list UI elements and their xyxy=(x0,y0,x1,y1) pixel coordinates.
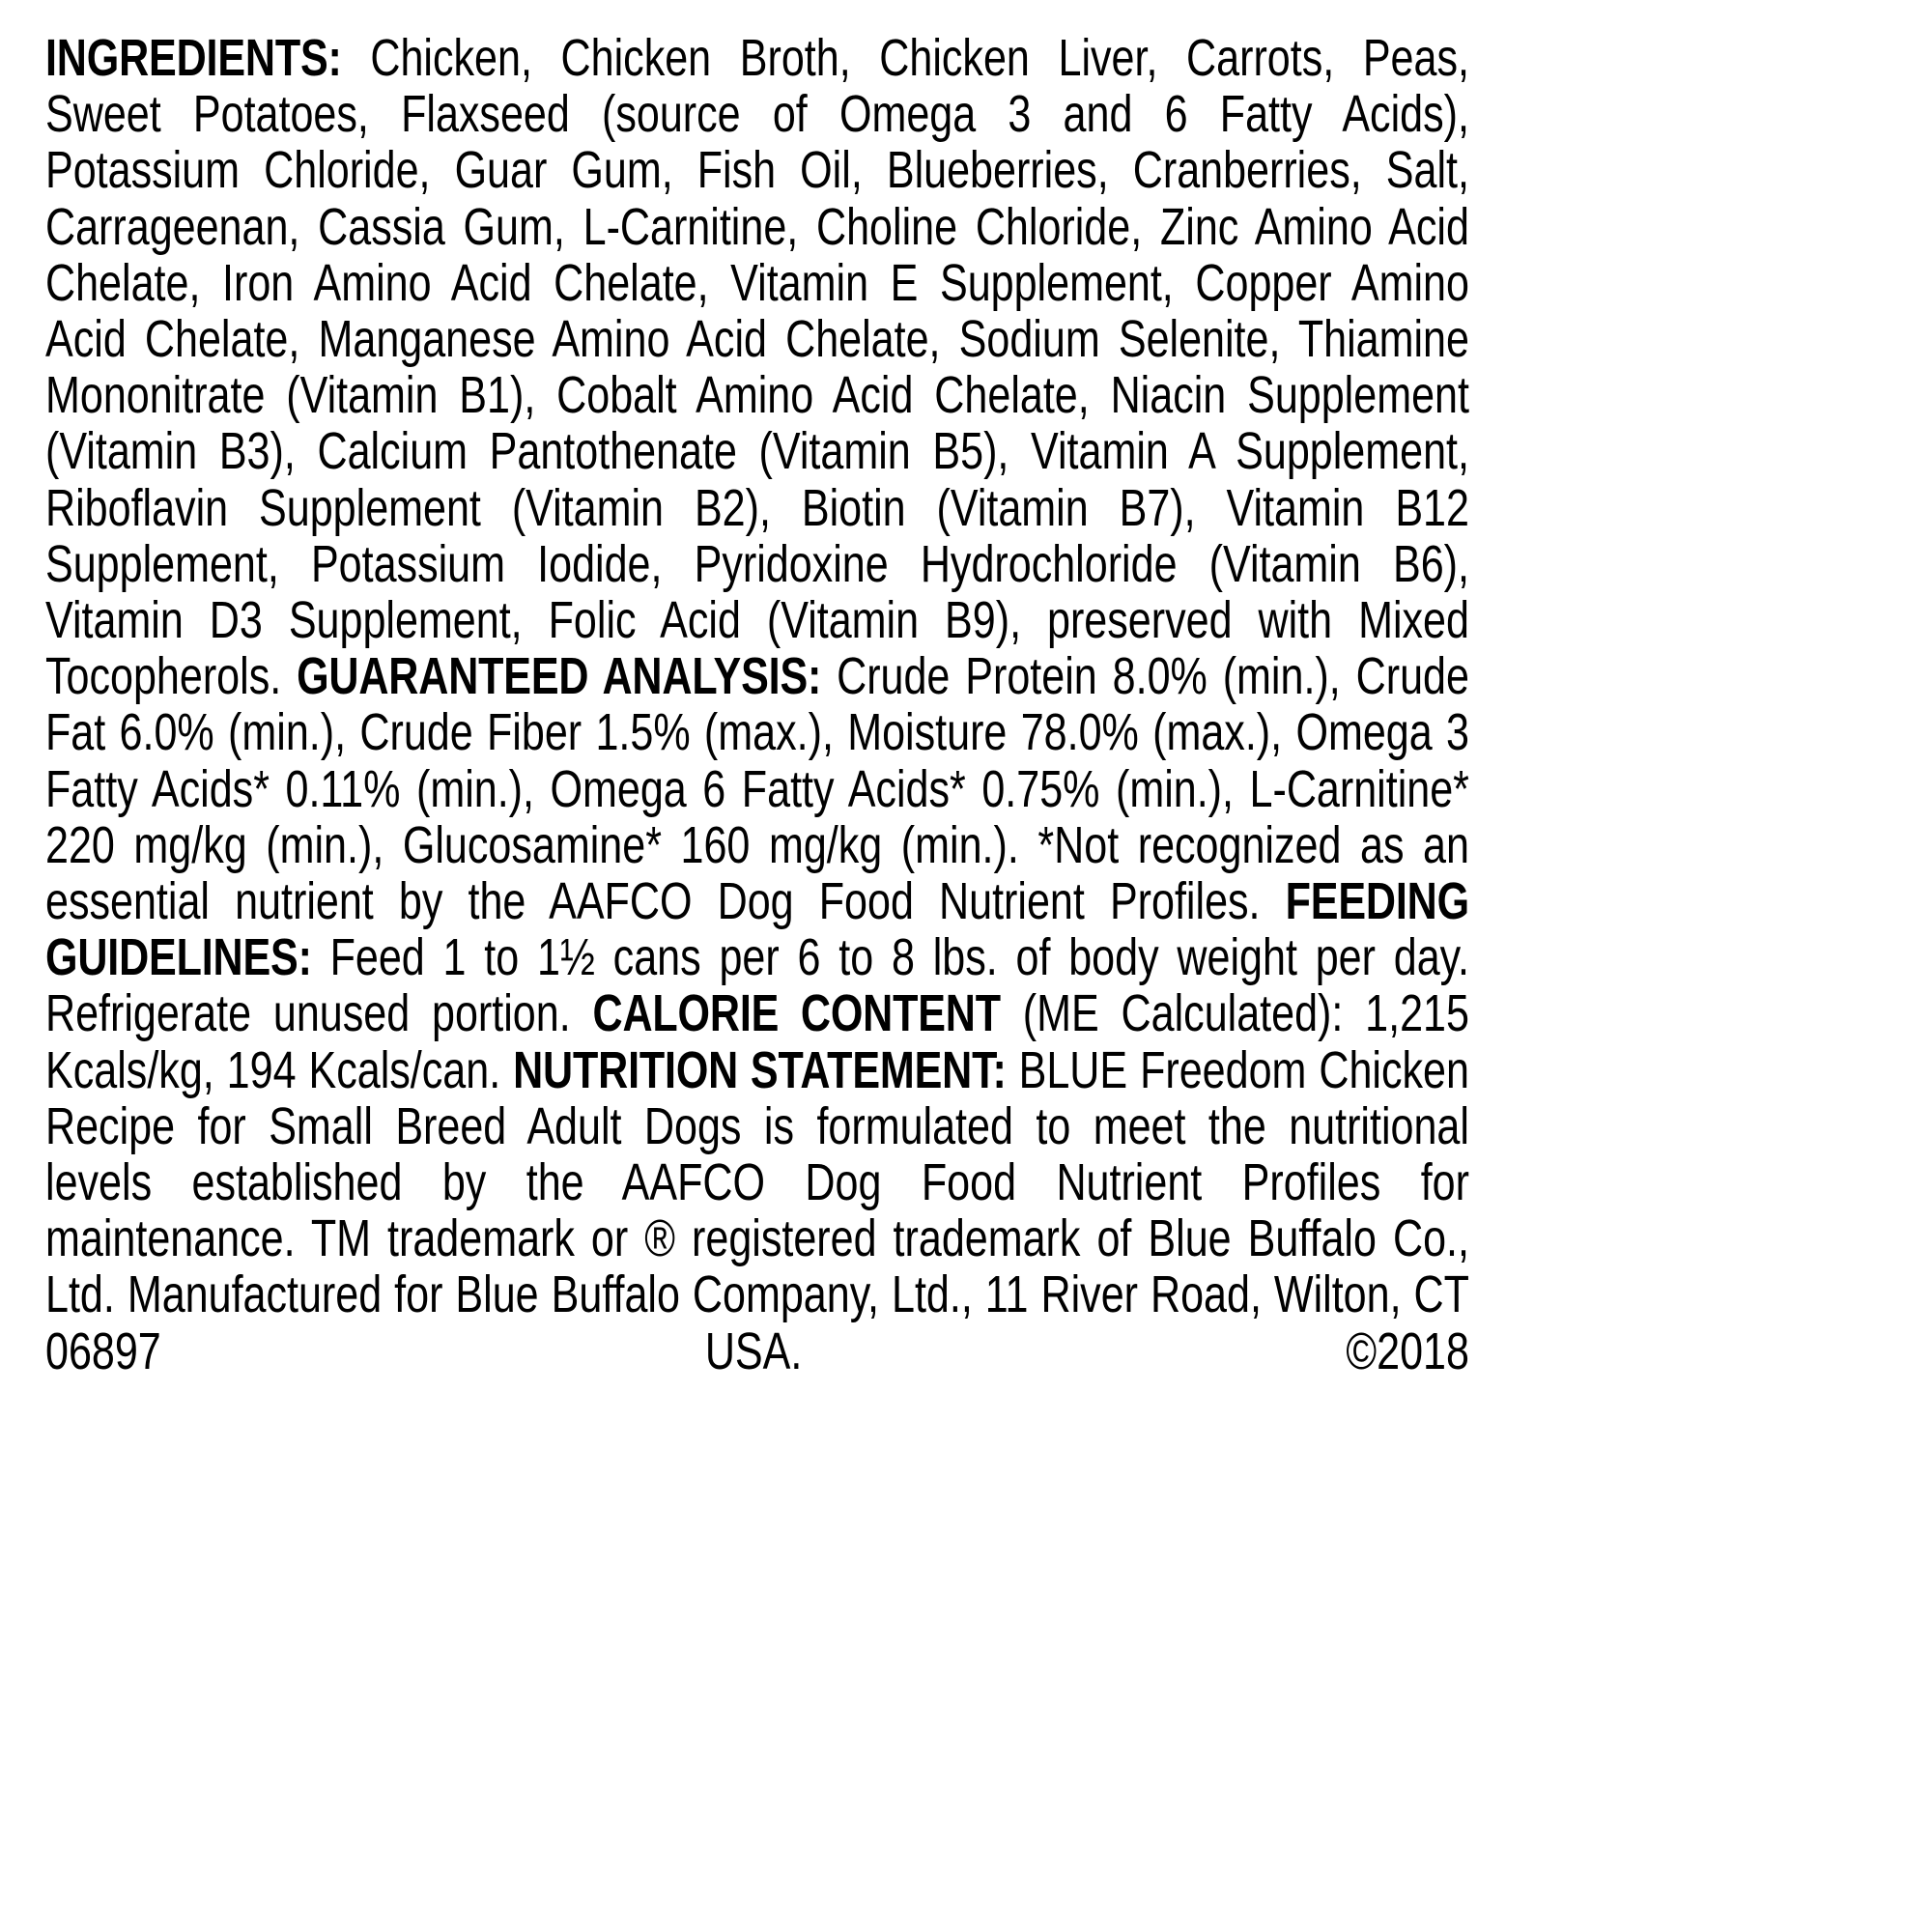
ingredients-heading: INGREDIENTS: xyxy=(45,30,342,87)
nutrition-statement-heading: NUTRITION STATEMENT: xyxy=(513,1041,1007,1099)
nutrition-statement-body: BLUE Freedom Chicken Recipe for Small Br… xyxy=(45,1041,1469,1380)
feeding-guidelines-heading: FEEDING GUIDELINES: xyxy=(45,873,1469,987)
guaranteed-analysis-heading: GUARANTEED ANALYSIS: xyxy=(297,648,822,706)
label-body-text: INGREDIENTS: Chicken, Chicken Broth, Chi… xyxy=(45,30,1469,1436)
ingredients-body: Chicken, Chicken Broth, Chicken Liver, C… xyxy=(45,30,1469,706)
calorie-content-heading: CALORIE CONTENT xyxy=(592,985,1002,1043)
calorie-content-body: (ME Calculated): 1,215 Kcals/kg, 194 Kca… xyxy=(45,985,1469,1099)
feeding-guidelines-body: Feed 1 to 1½ cans per 6 to 8 lbs. of bod… xyxy=(45,929,1469,1043)
guaranteed-analysis-body: Crude Protein 8.0% (min.), Crude Fat 6.0… xyxy=(45,648,1469,931)
